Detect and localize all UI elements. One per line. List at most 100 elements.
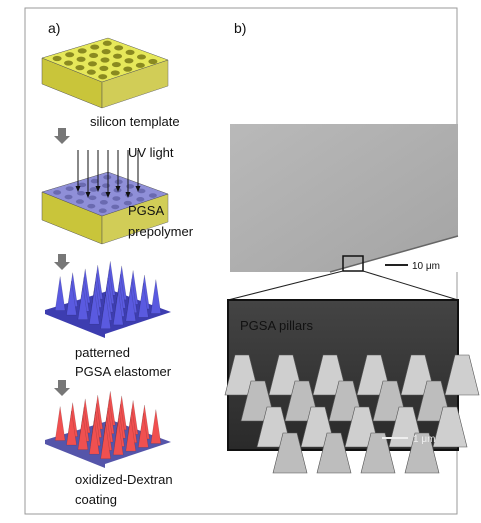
hole [98, 208, 107, 214]
hole [75, 65, 85, 71]
edge-line [329, 235, 459, 273]
zoom-box [342, 255, 364, 272]
hole [135, 62, 145, 68]
process-arrow [54, 380, 70, 396]
step-label: coating [75, 492, 117, 507]
spike [89, 420, 100, 455]
spike [100, 424, 112, 459]
spike [89, 290, 100, 325]
hole [111, 61, 121, 68]
hole [114, 179, 123, 185]
process-arrow [54, 128, 70, 144]
hole [102, 40, 112, 46]
spike [125, 417, 137, 452]
hole [65, 52, 75, 58]
spike [77, 285, 89, 320]
uv-head [135, 186, 141, 192]
spike [66, 281, 77, 316]
spike [77, 415, 89, 450]
uv-head [115, 186, 121, 192]
hole [101, 49, 111, 55]
hole [100, 57, 110, 63]
hole [112, 196, 121, 201]
pillar [360, 432, 396, 474]
spike [150, 279, 162, 314]
step-label: PGSA elastomer [75, 364, 172, 379]
hole [90, 44, 100, 50]
hole [88, 195, 97, 201]
hole [114, 45, 124, 51]
hole [86, 69, 96, 75]
hole [137, 188, 146, 194]
hole [136, 54, 146, 60]
hole [103, 174, 112, 180]
zoom-line [362, 270, 459, 301]
hole [76, 56, 86, 62]
step-label: patterned [75, 345, 130, 360]
hole [64, 194, 73, 200]
panel-label: b) [234, 20, 246, 36]
uv-head [95, 186, 101, 192]
hole [77, 48, 87, 54]
hole [111, 204, 120, 210]
hole [65, 186, 74, 191]
hole [89, 187, 98, 192]
spike [112, 420, 124, 456]
hole [87, 61, 97, 67]
spike [138, 413, 149, 448]
pillar [444, 354, 480, 396]
scale-label: 10 μm [412, 261, 440, 272]
pillar [404, 432, 440, 474]
hole [75, 199, 84, 204]
hole [77, 190, 86, 196]
inset-title: PGSA pillars [240, 318, 313, 333]
hole [113, 53, 123, 59]
hole [99, 65, 109, 71]
hole [98, 74, 108, 80]
pillars [224, 354, 480, 474]
spike [125, 287, 137, 322]
hole [148, 58, 158, 65]
pillar [272, 432, 308, 474]
hole [99, 200, 108, 205]
step-label: prepolymer [128, 224, 194, 239]
spike [66, 411, 77, 446]
pillar [432, 406, 468, 448]
spike [100, 294, 112, 329]
panel-label: a) [48, 20, 60, 36]
uv-head [75, 186, 81, 192]
spike [54, 406, 66, 441]
hole [89, 52, 99, 59]
hole [148, 193, 157, 198]
spike [54, 276, 66, 311]
hole [123, 200, 132, 206]
hole [90, 178, 99, 184]
zoom-line [227, 270, 344, 301]
step-label: silicon template [90, 114, 180, 129]
hole [53, 190, 62, 195]
step-label: oxidized-Dextran [75, 472, 173, 487]
step-label: PGSA [128, 203, 164, 218]
spike [138, 283, 149, 318]
hole [126, 184, 135, 189]
spike [150, 409, 162, 444]
spike [112, 290, 124, 326]
hole [124, 58, 134, 64]
process-arrow [54, 254, 70, 270]
hole [102, 183, 111, 188]
hole [123, 66, 133, 72]
step-label: UV light [128, 145, 174, 160]
scale-label: 1 μm [413, 434, 435, 445]
pillar [316, 432, 352, 474]
schematic [41, 37, 171, 468]
hole [136, 197, 145, 202]
uv-head [125, 192, 131, 198]
hole [110, 70, 120, 76]
hole [64, 60, 74, 66]
hole [87, 203, 96, 209]
uv-head [105, 192, 111, 198]
hole [52, 55, 62, 62]
uv-head [85, 192, 91, 198]
hole [125, 49, 135, 56]
